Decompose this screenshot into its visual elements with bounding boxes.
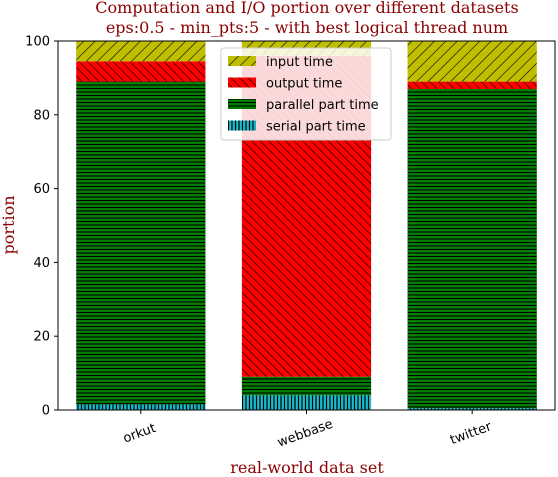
y-tick-label: 40 — [33, 256, 50, 271]
legend-swatch-output-time — [228, 77, 256, 88]
bar-twitter-parallel-part-time — [407, 88, 537, 409]
bar-orkut-output-time — [76, 61, 206, 82]
bar-twitter-output-time — [407, 81, 537, 89]
x-axis-label: real-world data set — [230, 458, 384, 477]
bar-orkut-parallel-part-time — [76, 81, 206, 405]
legend-label-output-time: output time — [266, 77, 342, 92]
x-axis: orkut webbase twitter — [121, 410, 494, 451]
legend-swatch-parallel-part-time — [228, 99, 256, 109]
x-tick-label-twitter: twitter — [448, 419, 494, 448]
y-tick-label: 60 — [33, 182, 50, 197]
y-tick-label: 0 — [42, 404, 50, 419]
bar-orkut-input-time — [76, 41, 206, 62]
legend: input time output time parallel part time s… — [220, 47, 392, 141]
legend-swatch-input-time — [228, 56, 256, 66]
bar-webbase-serial-part-time — [241, 395, 372, 410]
bar-orkut-serial-part-time — [76, 404, 206, 410]
y-axis: 0 20 40 60 80 100 — [25, 35, 58, 419]
legend-label-serial-part-time: serial part time — [266, 120, 366, 135]
x-tick-label-orkut: orkut — [121, 421, 158, 447]
legend-label-parallel-part-time: parallel part time — [266, 98, 379, 113]
legend-swatch-serial-part-time — [228, 120, 256, 131]
x-tick-label-webbase: webbase — [276, 417, 336, 451]
y-tick-label: 80 — [33, 108, 50, 123]
legend-box — [220, 47, 392, 141]
y-tick-label: 100 — [25, 35, 50, 50]
legend-label-input-time: input time — [266, 55, 333, 70]
chart-title: Computation and I/O portion over differe… — [95, 0, 518, 17]
y-tick-label: 20 — [33, 330, 50, 345]
y-axis-label: portion — [0, 195, 18, 254]
bar-twitter-serial-part-time — [407, 408, 537, 410]
bar-webbase-parallel-part-time — [241, 376, 372, 396]
bar-twitter-input-time — [407, 41, 537, 82]
plot-frame — [57, 40, 556, 411]
chart-subtitle: eps:0.5 - min_pts:5 - with best logical … — [106, 18, 508, 37]
